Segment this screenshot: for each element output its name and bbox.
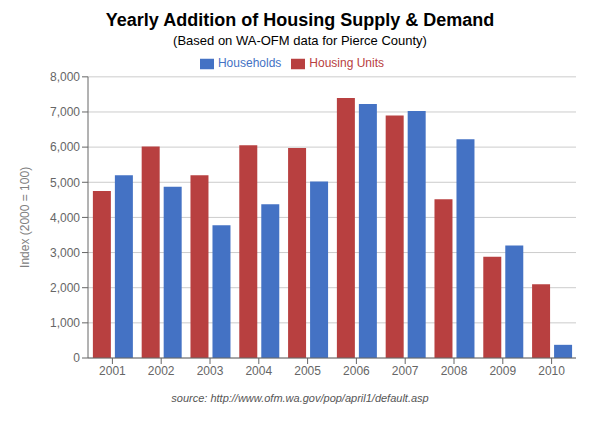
svg-text:2002: 2002 [148,364,175,378]
svg-text:2003: 2003 [197,364,224,378]
svg-text:Index (2000 = 100): Index (2000 = 100) [18,167,32,268]
svg-text:1,000: 1,000 [50,316,80,330]
svg-text:2004: 2004 [245,364,272,378]
html-text:(Based on WA-OFM data for Pier: (Based on WA-OFM data for Pierce County) [173,33,427,48]
svg-text:4,000: 4,000 [50,211,80,225]
html-text:Households: Households [218,56,282,70]
svg-text:2001: 2001 [99,364,126,378]
svg-text:2006: 2006 [343,364,370,378]
svg-text:8,000: 8,000 [50,70,80,84]
html-text:Housing Units: Housing Units [309,56,384,70]
svg-text:2007: 2007 [392,364,419,378]
svg-text:2009: 2009 [489,364,516,378]
svg-text:3,000: 3,000 [50,246,80,260]
html-text:Yearly Addition of Housing Sup: Yearly Addition of Housing Supply & Dema… [105,10,495,30]
svg-text:2010: 2010 [538,364,565,378]
svg-text:2008: 2008 [441,364,468,378]
svg-text:5,000: 5,000 [50,176,80,190]
svg-text:0: 0 [73,351,80,365]
svg-text:6,000: 6,000 [50,140,80,154]
svg-text:2,000: 2,000 [50,281,80,295]
html-text:source: http://www.ofm.wa.gov/: source: http://www.ofm.wa.gov/pop/april1… [171,392,429,404]
svg-text:2005: 2005 [294,364,321,378]
svg-text:7,000: 7,000 [50,105,80,119]
